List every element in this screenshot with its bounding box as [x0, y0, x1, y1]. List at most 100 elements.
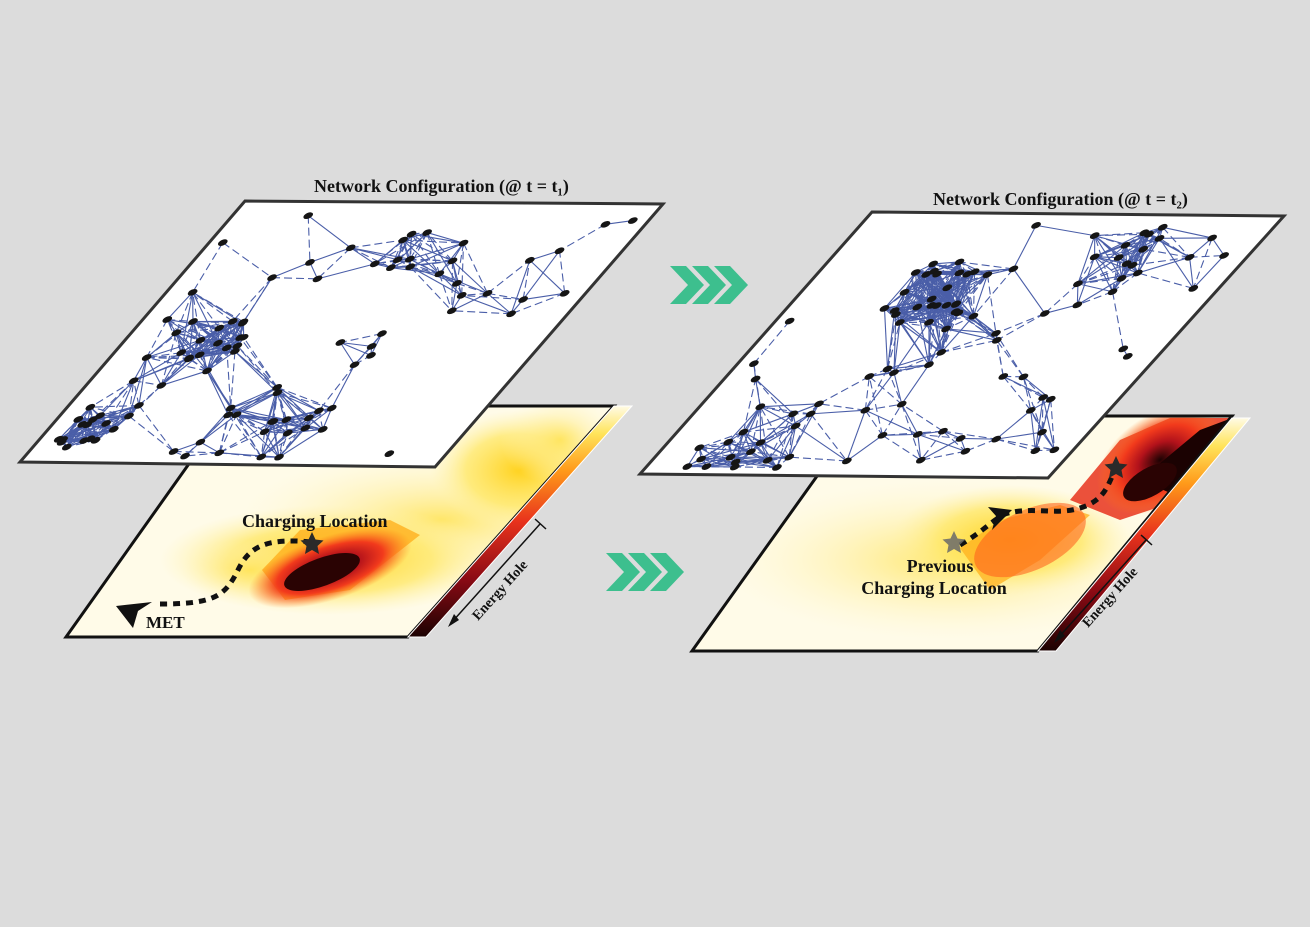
charging-location-label: Charging Location — [242, 511, 388, 531]
network-link — [734, 456, 790, 468]
network-link — [931, 298, 957, 305]
network-link — [1162, 226, 1213, 239]
sensor-node — [928, 260, 938, 268]
network-link — [1094, 232, 1145, 237]
energy-heatmap-left — [63, 404, 634, 639]
sensor-node — [1113, 254, 1124, 261]
network-link — [776, 425, 797, 468]
sensor-node — [1138, 245, 1149, 253]
network-link — [1118, 257, 1123, 279]
network-link — [901, 404, 922, 461]
network-link — [318, 364, 356, 412]
network-link — [1042, 397, 1055, 450]
network-link — [230, 407, 262, 458]
network-link — [915, 272, 930, 323]
network-link — [1050, 399, 1055, 450]
network-link — [893, 321, 930, 373]
network-link — [928, 315, 974, 323]
sensor-node — [95, 412, 105, 419]
network-link — [727, 406, 761, 443]
network-link — [996, 431, 1043, 440]
sensor-node — [755, 439, 766, 446]
sensor-node — [422, 229, 432, 236]
chevron-arrow-icon — [606, 553, 640, 591]
network-link — [728, 441, 752, 453]
network-link — [230, 351, 236, 409]
sensor-node — [195, 438, 206, 446]
network-link — [701, 456, 731, 460]
sensor-node — [434, 270, 445, 278]
network-link — [1189, 254, 1225, 258]
sensor-node — [1154, 234, 1165, 242]
network-link — [161, 358, 190, 386]
network-link — [1022, 376, 1032, 411]
sensor-node — [1008, 265, 1019, 273]
network-link — [90, 380, 134, 408]
sensor-node — [518, 296, 528, 303]
network-link — [1077, 263, 1127, 285]
network-link — [192, 321, 201, 341]
met-label: MET — [146, 613, 185, 632]
network-link — [886, 314, 897, 369]
network-link — [161, 370, 208, 386]
network-link — [105, 380, 135, 424]
sensor-node — [749, 360, 759, 367]
sensor-node — [232, 342, 243, 350]
network-link — [192, 242, 224, 293]
network-link — [915, 261, 960, 273]
network-link — [894, 298, 932, 312]
sensor-node — [991, 329, 1001, 337]
sensor-node — [398, 236, 408, 244]
sensor-node — [458, 239, 469, 247]
network-link — [350, 239, 404, 249]
network-link — [899, 298, 933, 323]
network-link — [230, 407, 273, 422]
sensor-node — [896, 400, 907, 408]
network-link — [161, 354, 200, 386]
network-link — [236, 392, 278, 416]
network-link — [955, 311, 997, 334]
network-link — [128, 415, 174, 452]
sensor-node — [303, 212, 314, 220]
network-link — [1137, 232, 1145, 274]
sensor-node — [141, 354, 152, 361]
sensor-node — [954, 258, 965, 266]
network-link — [760, 406, 794, 415]
network-link — [510, 260, 531, 314]
network-link — [1125, 237, 1160, 246]
color-bar-right — [1036, 417, 1252, 652]
network-link — [865, 403, 902, 411]
network-link — [439, 273, 488, 294]
network-link — [276, 386, 320, 412]
network-link — [915, 272, 918, 308]
sensor-node — [814, 400, 824, 408]
network-link — [699, 447, 736, 468]
network-link — [260, 427, 306, 458]
network-link — [917, 306, 947, 330]
network-link — [958, 261, 974, 317]
network-link — [846, 434, 883, 462]
network-link — [959, 261, 988, 276]
network-link — [1137, 256, 1190, 274]
network-link — [276, 386, 310, 419]
network-link — [986, 274, 997, 334]
network-link — [760, 406, 796, 427]
network-link — [374, 232, 428, 265]
network-link — [895, 274, 927, 315]
network-link — [942, 430, 966, 452]
sensor-node — [1038, 394, 1048, 401]
network-link — [899, 322, 942, 353]
network-link — [390, 267, 440, 275]
network-link — [884, 272, 917, 309]
network-link — [931, 261, 960, 300]
network-link — [760, 442, 778, 468]
network-link — [901, 403, 919, 435]
sensor-node — [305, 259, 315, 266]
network-link — [78, 415, 130, 420]
sensor-node — [156, 382, 167, 389]
network-link — [410, 266, 458, 284]
network-link — [200, 441, 220, 454]
sensor-node — [326, 404, 337, 412]
network-link — [917, 433, 961, 439]
sensor-node — [180, 452, 190, 460]
